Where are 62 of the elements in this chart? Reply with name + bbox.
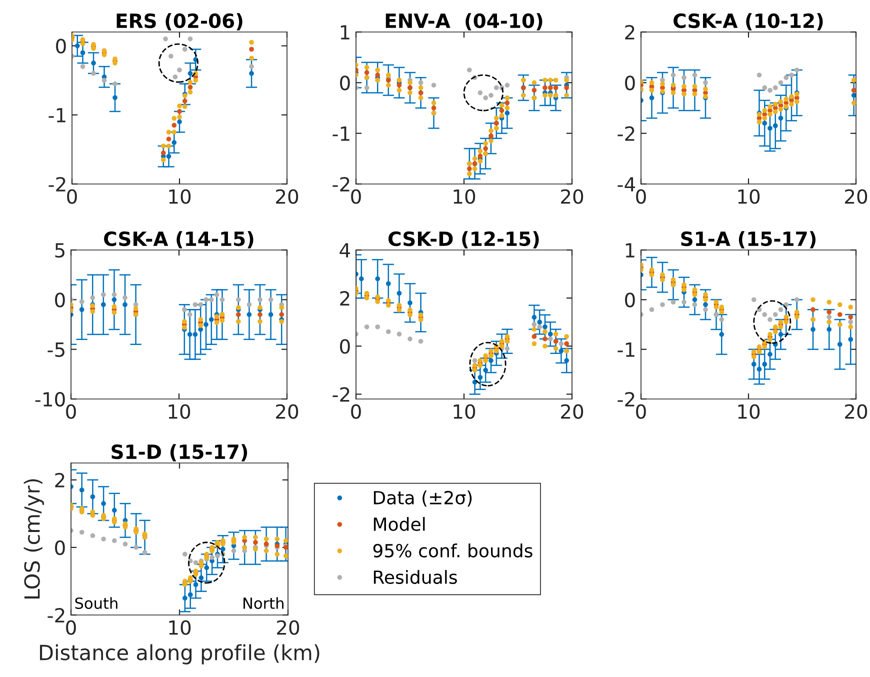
- x-tick-label: 10: [168, 404, 190, 419]
- annotation: North: [244, 597, 284, 609]
- x-tick-label: 0: [351, 404, 361, 419]
- x-tick-label: 20: [561, 404, 584, 419]
- y-tick-label: 2: [625, 24, 634, 40]
- y-tick-label: -2: [48, 176, 66, 192]
- x-tick-label: 0: [636, 404, 646, 419]
- chart-title: ENV-A (04-10): [386, 13, 542, 30]
- y-tick-label: 0: [340, 76, 350, 90]
- x-axis-title: Distance along profile (km): [40, 644, 320, 664]
- x-tick-label: 20: [276, 189, 298, 204]
- x-tick-label: 0: [67, 189, 77, 204]
- chart-title: S1-D (15-17): [112, 444, 248, 462]
- x-tick-label: 20: [277, 620, 300, 635]
- y-tick-label: 0: [56, 38, 66, 54]
- y-tick-label: -1: [618, 342, 634, 357]
- y-tick-label: 4: [340, 243, 350, 258]
- x-tick-label: 10: [454, 404, 476, 419]
- x-tick-label: 0: [636, 189, 646, 204]
- annotation: South: [75, 597, 118, 609]
- legend-label: Model: [374, 517, 425, 531]
- x-tick-label: 10: [738, 189, 760, 204]
- y-tick-label: -2: [48, 608, 64, 622]
- legend-label: 95% conf. bounds: [373, 544, 532, 558]
- legend-label: Data (±2σ): [374, 490, 472, 507]
- x-tick-label: 20: [276, 404, 298, 419]
- y-tick-label: -4: [618, 177, 636, 192]
- y-tick-label: 1: [340, 25, 350, 40]
- x-tick-label: 20: [845, 404, 868, 419]
- y-tick-label: 0: [625, 292, 635, 308]
- chart-title: CSK-D (12-15): [388, 231, 539, 248]
- y-tick-label: 0: [55, 540, 65, 556]
- y-tick-label: 5: [55, 243, 64, 258]
- x-tick-label: 0: [351, 189, 361, 204]
- y-tick-label: 2: [340, 291, 350, 306]
- y-tick-label: -1: [48, 108, 66, 122]
- y-tick-label: 1: [626, 243, 634, 258]
- y-tick-label: -5: [48, 342, 64, 357]
- x-tick-label: 20: [561, 189, 584, 204]
- y-tick-label: 2: [55, 472, 64, 488]
- x-tick-label: 10: [169, 620, 191, 635]
- chart-title: S1-A (15-17): [681, 231, 816, 248]
- y-tick-label: -1: [332, 126, 350, 141]
- y-tick-label: -2: [618, 392, 634, 406]
- y-tick-label: -2: [332, 176, 350, 192]
- x-tick-label: 0: [66, 620, 76, 635]
- x-tick-label: 10: [169, 189, 191, 204]
- y-tick-label: -2: [618, 126, 634, 141]
- chart-title: CSK-A (14-15): [104, 231, 254, 248]
- y-tick-label: 0: [340, 339, 350, 354]
- y-tick-label: -2: [332, 387, 350, 402]
- legend-label: Residuals: [374, 570, 457, 584]
- y-tick-label: 0: [55, 292, 65, 308]
- x-tick-label: 20: [845, 189, 868, 204]
- y-tick-label: -10: [35, 392, 65, 407]
- y-tick-label: 0: [625, 76, 635, 90]
- y-axis-title: LOS (cm/yr): [24, 479, 44, 598]
- x-tick-label: 0: [66, 404, 76, 419]
- x-tick-label: 10: [738, 404, 760, 419]
- chart-title: CSK-A (10-12): [674, 13, 823, 30]
- chart-title: ERS (02-06): [116, 13, 242, 30]
- x-tick-label: 10: [454, 189, 476, 204]
